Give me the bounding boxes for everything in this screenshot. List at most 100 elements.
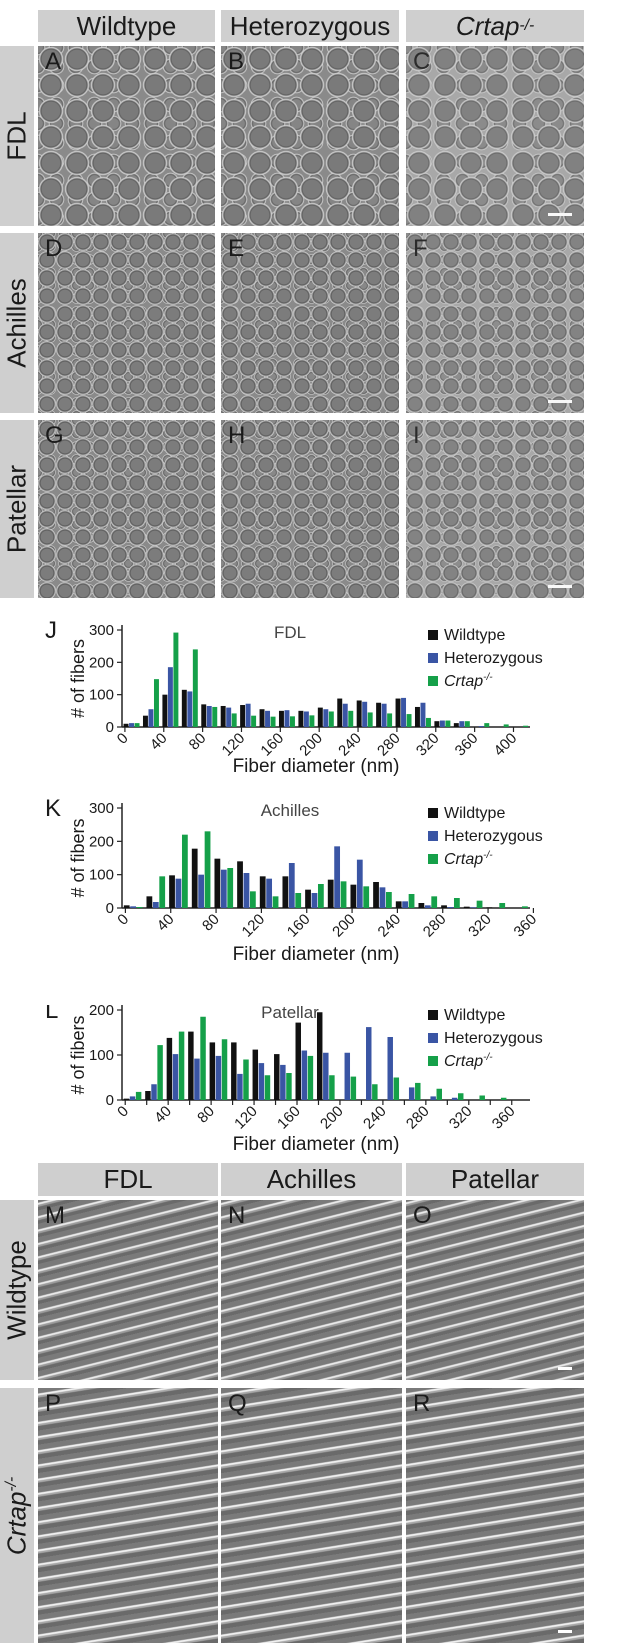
y-tick-label: 100 <box>89 687 114 704</box>
bar-crtap <box>307 1055 314 1100</box>
bar-heterozygous <box>167 667 173 727</box>
bar-crtap <box>393 1077 400 1100</box>
legend-label-0: Wildtype <box>444 805 505 822</box>
bar-crtap <box>159 876 166 908</box>
panel-label: O <box>413 1202 432 1229</box>
x-tick-label: 80 <box>199 911 223 935</box>
bar-wildtype <box>145 1091 151 1100</box>
bar-heterozygous <box>402 901 409 908</box>
bar-heterozygous <box>187 691 193 727</box>
micrograph-panel-a: A <box>38 46 215 226</box>
bar-heterozygous <box>420 702 426 727</box>
bar-heterozygous <box>129 723 135 727</box>
panel-label: M <box>45 1202 65 1229</box>
bar-crtap <box>204 831 211 908</box>
micrograph-panel-b: B <box>221 46 399 226</box>
bar-wildtype <box>317 707 323 727</box>
bar-wildtype <box>237 861 243 908</box>
scale-bar <box>548 213 572 216</box>
bar-heterozygous <box>243 873 250 908</box>
bottom-col-header-2: Patellar <box>406 1163 584 1196</box>
panel-label: N <box>228 1202 246 1229</box>
bar-wildtype <box>418 903 425 908</box>
top-col-header-1: Heterozygous <box>221 10 399 42</box>
chart-panel-label: J <box>45 617 57 644</box>
legend-label-0: Wildtype <box>444 1007 505 1024</box>
x-tick-label: 80 <box>186 730 210 754</box>
bar-crtap <box>227 868 234 908</box>
bar-wildtype <box>123 1098 130 1100</box>
bar-crtap <box>500 1097 507 1100</box>
x-tick-label: 0 <box>114 1103 132 1121</box>
bar-wildtype <box>316 1012 323 1100</box>
bar-wildtype <box>434 721 440 727</box>
legend-label-2: Crtap-/- <box>444 1052 493 1070</box>
y-tick-label: 100 <box>89 867 114 884</box>
bar-heterozygous <box>220 869 227 908</box>
y-tick-label: 0 <box>106 719 114 736</box>
bar-wildtype <box>123 723 129 727</box>
bar-heterozygous <box>206 705 212 727</box>
bar-wildtype <box>220 705 226 727</box>
panel-label: R <box>413 1390 431 1417</box>
bar-wildtype <box>162 694 168 727</box>
legend-label-1: Heterozygous <box>444 828 543 845</box>
x-tick-label: 280 <box>420 911 450 941</box>
chart-panel-label: L <box>45 1005 58 1024</box>
panel-label: I <box>413 422 420 449</box>
bar-crtap <box>340 881 347 908</box>
y-tick-label: 200 <box>89 654 114 671</box>
bar-wildtype <box>395 901 402 908</box>
bar-crtap <box>464 721 470 727</box>
bar-heterozygous <box>215 1055 222 1100</box>
micrograph-panel-f: F <box>406 233 584 413</box>
bar-wildtype <box>395 698 401 727</box>
bar-crtap <box>453 898 460 908</box>
bar-heterozygous <box>303 711 309 727</box>
bar-crtap <box>387 713 393 727</box>
x-tick-label: 320 <box>465 911 495 941</box>
bar-wildtype <box>240 705 246 727</box>
bar-wildtype <box>441 905 447 908</box>
bar-heterozygous <box>194 1058 200 1100</box>
y-tick-label: 200 <box>89 1005 114 1019</box>
bar-crtap <box>499 903 506 908</box>
bar-crtap <box>503 724 509 727</box>
bar-heterozygous <box>381 703 387 727</box>
bar-heterozygous <box>288 863 295 908</box>
bar-heterozygous <box>379 887 386 908</box>
x-tick-label: 200 <box>329 911 359 941</box>
bar-wildtype <box>295 1022 301 1100</box>
bar-crtap <box>295 893 302 908</box>
x-axis-label: Fiber diameter (nm) <box>233 756 400 777</box>
chart-title: Achilles <box>261 801 320 820</box>
bar-crtap <box>136 907 143 908</box>
legend-swatch-2 <box>428 1056 438 1066</box>
bar-heterozygous <box>387 1037 393 1100</box>
bar-crtap <box>157 1045 163 1100</box>
bar-wildtype <box>166 1037 173 1100</box>
y-tick-label: 100 <box>89 1047 114 1064</box>
y-tick-label: 200 <box>89 833 114 850</box>
bar-wildtype <box>201 704 207 727</box>
legend-swatch-0 <box>428 630 438 640</box>
bar-wildtype <box>337 698 343 727</box>
bar-crtap <box>272 896 279 908</box>
micrograph-panel-m: M <box>38 1200 218 1380</box>
bar-wildtype <box>252 1049 259 1100</box>
x-tick-label: 280 <box>403 1103 433 1133</box>
bar-heterozygous <box>175 878 182 908</box>
x-tick-label: 320 <box>446 1103 476 1133</box>
bar-crtap <box>431 896 438 908</box>
bar-heterozygous <box>311 893 318 908</box>
bar-wildtype <box>298 710 304 727</box>
bar-wildtype <box>373 882 379 908</box>
micrograph-panel-n: N <box>221 1200 402 1380</box>
bottom-row-header-1: Crtap-/- <box>0 1388 34 1643</box>
y-axis-label: # of fibers <box>68 818 88 897</box>
x-tick-label: 120 <box>239 911 269 941</box>
bar-wildtype <box>327 879 334 908</box>
micrograph-panel-e: E <box>221 233 399 413</box>
legend-label-superscript: -/- <box>483 850 493 861</box>
